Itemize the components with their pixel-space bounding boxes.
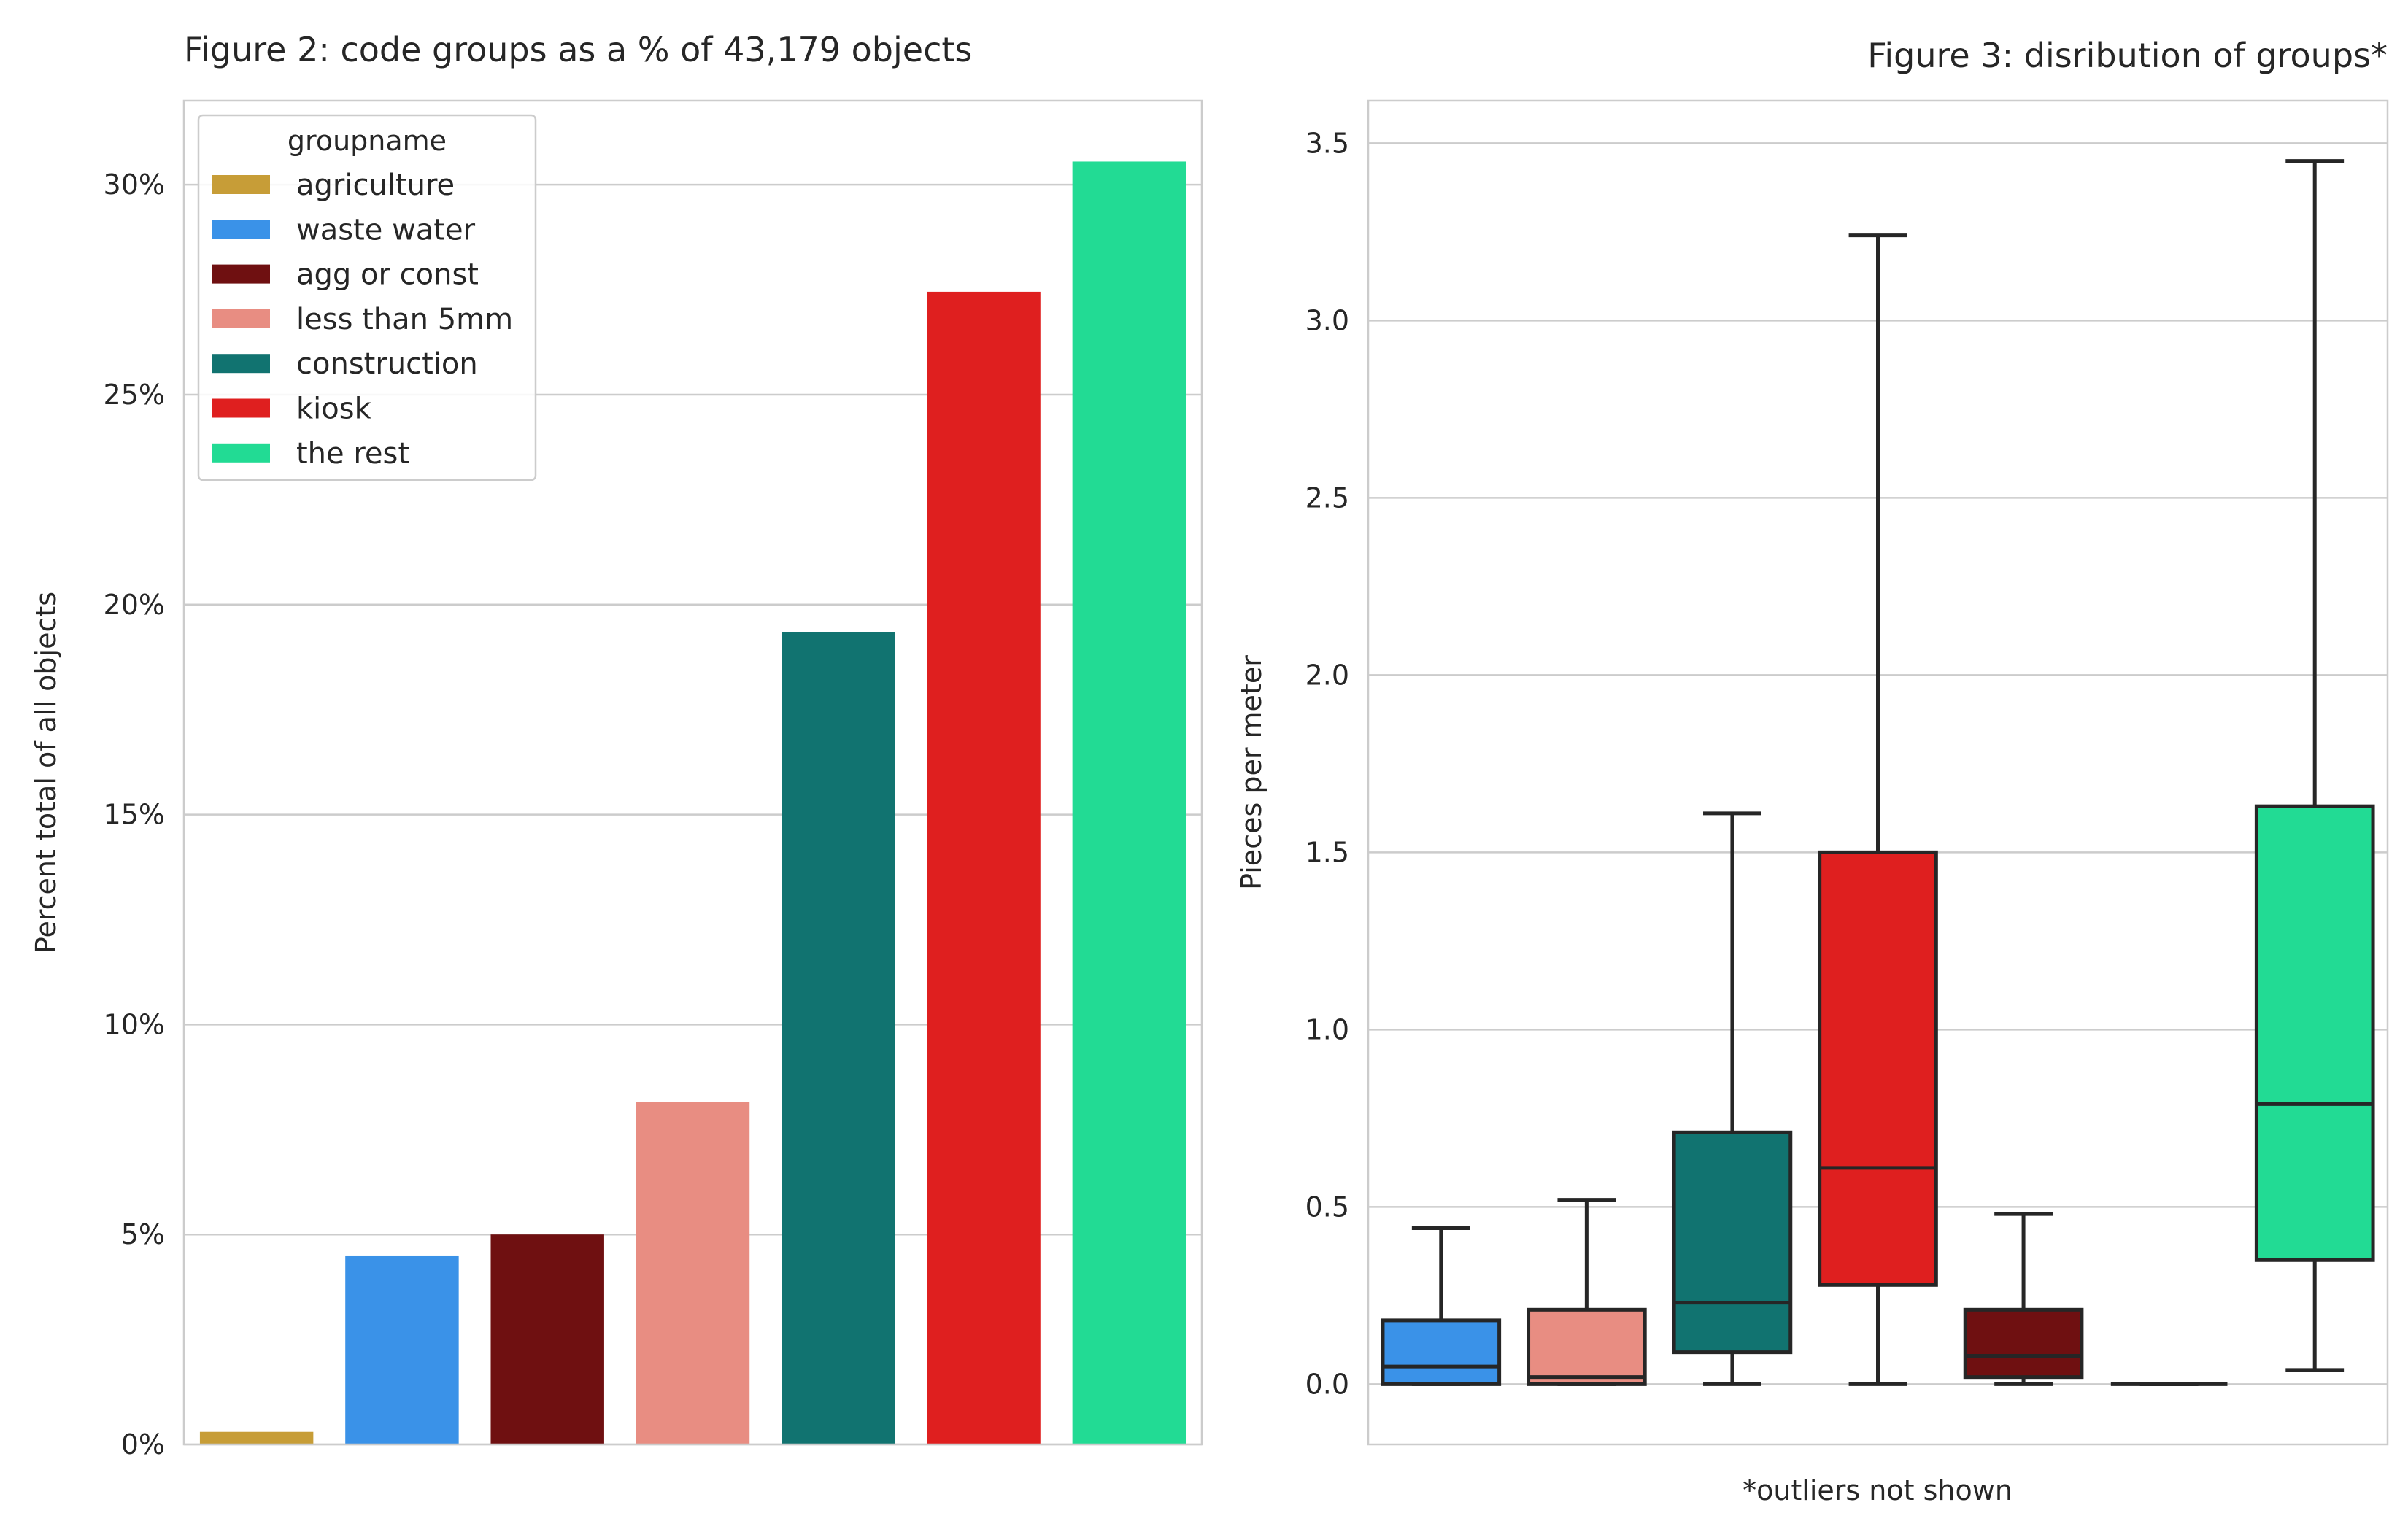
y-tick-label: 25% bbox=[104, 379, 165, 411]
legend-swatch bbox=[212, 354, 270, 374]
bar bbox=[345, 1255, 459, 1444]
y-tick-label: 10% bbox=[104, 1008, 165, 1040]
y-tick-label: 2.5 bbox=[1305, 481, 1349, 514]
legend-frame bbox=[197, 114, 537, 481]
box-group bbox=[1963, 1212, 2084, 1386]
box-group bbox=[1381, 1226, 1502, 1386]
bar bbox=[490, 1234, 604, 1444]
box-chart-title: Figure 3: disribution of groups* bbox=[1867, 36, 2388, 75]
y-tick-label: 3.5 bbox=[1305, 127, 1349, 159]
bar bbox=[782, 632, 895, 1444]
legend-swatch bbox=[212, 175, 270, 194]
bar bbox=[1072, 161, 1186, 1445]
box-chart-boxes bbox=[1381, 159, 2375, 1386]
legend-swatch bbox=[212, 264, 270, 284]
legend-label: waste water bbox=[296, 213, 476, 247]
legend-title: groupname bbox=[288, 125, 447, 157]
y-tick-label: 0% bbox=[121, 1428, 165, 1461]
box-chart-y-ticks: 0.0 0.5 1.0 1.5 2.0 2.5 3.0 3.5 bbox=[1305, 127, 1349, 1400]
bar-chart-title: Figure 2: code groups as a % of 43,179 o… bbox=[184, 30, 972, 69]
bar-chart: Figure 2: code groups as a % of 43,179 o… bbox=[30, 30, 1203, 1461]
y-tick-label: 0.5 bbox=[1305, 1191, 1349, 1223]
bar-chart-plot-frame bbox=[182, 99, 1203, 1446]
legend-swatch bbox=[212, 443, 270, 463]
y-tick-label: 1.0 bbox=[1305, 1013, 1349, 1045]
legend-label: the rest bbox=[296, 437, 409, 471]
box-chart-plot-frame bbox=[1367, 99, 2389, 1446]
legend-label: construction bbox=[296, 347, 478, 381]
box-chart: Figure 3: disribution of groups* 0.0 0.5 1… bbox=[1235, 36, 2389, 1506]
legend-swatch bbox=[212, 398, 270, 418]
legend-swatch bbox=[212, 309, 270, 328]
box-group bbox=[1672, 811, 1793, 1386]
legend-label: agg or const bbox=[296, 258, 479, 292]
y-tick-label: 1.5 bbox=[1305, 836, 1349, 868]
bar-chart-bars bbox=[199, 161, 1186, 1445]
box bbox=[1672, 1130, 1793, 1355]
y-tick-label: 15% bbox=[104, 799, 165, 831]
box bbox=[1818, 850, 1938, 1287]
y-tick-label: 5% bbox=[121, 1218, 165, 1250]
bar bbox=[199, 1431, 314, 1444]
y-tick-label: 2.0 bbox=[1305, 659, 1349, 691]
legend-swatch bbox=[212, 220, 270, 239]
bar bbox=[927, 291, 1041, 1444]
legend-label: less than 5mm bbox=[296, 303, 513, 336]
legend-label: agriculture bbox=[296, 169, 455, 202]
box-group bbox=[2254, 159, 2375, 1372]
bar-chart-y-ticks: 0% 5% 10% 15% 20% 25% 30% bbox=[104, 169, 165, 1461]
y-tick-label: 30% bbox=[104, 169, 165, 201]
box bbox=[2254, 804, 2375, 1262]
y-tick-label: 20% bbox=[104, 589, 165, 621]
box bbox=[1527, 1307, 1647, 1386]
box-group bbox=[1527, 1198, 1647, 1386]
box-chart-y-label: Pieces per meter bbox=[1235, 655, 1267, 890]
bar-chart-y-label: Percent total of all objects bbox=[30, 592, 62, 953]
y-tick-label: 3.0 bbox=[1305, 304, 1349, 336]
box bbox=[1381, 1318, 1502, 1386]
bar bbox=[636, 1102, 750, 1444]
box-group bbox=[1818, 233, 1938, 1386]
box bbox=[1963, 1307, 2084, 1380]
box-chart-x-label: *outliers not shown bbox=[1743, 1474, 2013, 1506]
bar-chart-legend: groupname agriculture waste water agg or co… bbox=[197, 114, 537, 481]
legend-label: kiosk bbox=[296, 392, 372, 426]
y-tick-label: 0.0 bbox=[1305, 1368, 1349, 1400]
